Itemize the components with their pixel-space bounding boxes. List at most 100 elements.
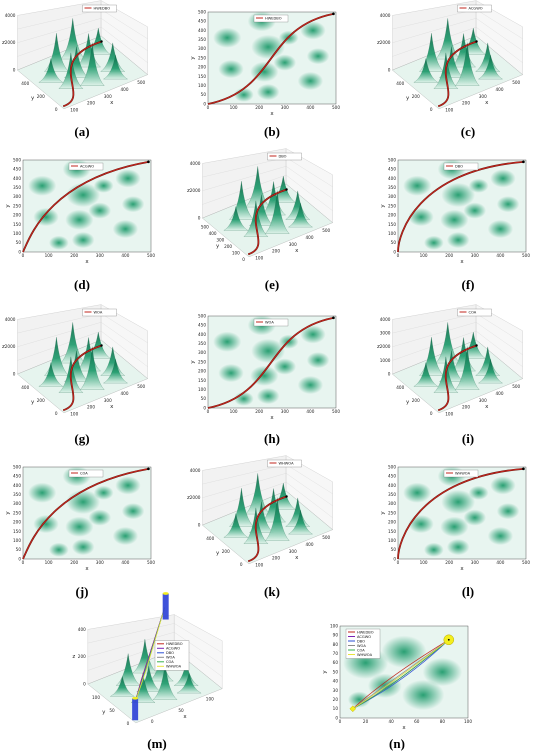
terrain-peak xyxy=(256,387,280,405)
x-axis-label: x xyxy=(402,725,406,731)
grid-line xyxy=(87,632,175,657)
panel-n: 0 20 40 60 80 100 0 10 20 30 40 50 60 70 80 90 100 x y HWED… xyxy=(322,618,472,732)
panel-l: 0 100 200 300 400 500 0 50 100 150 200 250 300 350 400… xyxy=(380,459,535,574)
y-tick-label: 80 xyxy=(333,642,339,647)
terrain-peak xyxy=(440,209,469,230)
grid-line xyxy=(202,473,287,498)
x-tick-label: 500 xyxy=(322,535,330,540)
y-tick-label: 100 xyxy=(232,250,240,255)
y-tick-label: 20 xyxy=(333,697,339,702)
x-tick-label: 300 xyxy=(479,398,487,403)
y-tick-label: 200 xyxy=(13,213,21,218)
terrain-peak xyxy=(468,178,489,193)
x-tick-label: 300 xyxy=(104,94,112,99)
x-tick-label: 100 xyxy=(464,719,472,724)
goal-marker xyxy=(147,467,150,471)
x-tick-label: 500 xyxy=(332,409,340,414)
y-axis-label: y xyxy=(380,511,386,515)
terrain-peak xyxy=(71,231,95,249)
x-tick-label: 0 xyxy=(397,253,400,258)
y-tick-label: 100 xyxy=(198,387,206,392)
terrain-peak xyxy=(451,33,476,68)
grid-line xyxy=(17,330,102,361)
terrain-peak xyxy=(261,181,286,216)
x-tick-label: 400 xyxy=(120,391,128,396)
legend-entry: WHWOA xyxy=(455,471,471,475)
y-tick-label: 300 xyxy=(198,350,206,355)
y-tick-label: 50 xyxy=(201,92,207,97)
chart-i: 100200300400500020040001000200030004000x… xyxy=(377,304,523,416)
terrain-peak xyxy=(413,362,439,387)
legend: DBO xyxy=(267,152,302,161)
x-tick-label: 500 xyxy=(322,228,330,233)
goal-marker xyxy=(100,40,103,43)
terrain-peak xyxy=(403,482,432,503)
grid-line xyxy=(101,9,148,39)
y-tick-label: 250 xyxy=(198,55,206,60)
path-acgwo xyxy=(438,40,477,107)
legend: COA xyxy=(68,469,104,478)
y-tick-label: 350 xyxy=(198,37,206,42)
chart-e: 1002003004005000100200300400500020004000… xyxy=(187,148,333,262)
x-tick-label: 100 xyxy=(420,253,428,258)
y-tick-label: 250 xyxy=(13,203,21,208)
terrain-peak xyxy=(60,322,85,364)
y-tick-label: 200 xyxy=(224,244,232,249)
path-dbo xyxy=(397,161,524,253)
y-tick-label: 0 xyxy=(242,257,245,262)
terrain-peak xyxy=(115,476,141,495)
z-axis-label: z xyxy=(2,344,5,350)
x-tick-label: 200 xyxy=(255,409,263,414)
x-tick-label: 300 xyxy=(104,398,112,403)
x-tick-label: 400 xyxy=(496,253,504,258)
path-coa xyxy=(438,344,477,411)
x-tick-label: 200 xyxy=(255,105,263,110)
x-axis-label: x xyxy=(295,555,299,561)
terrain-peak xyxy=(245,473,270,515)
terrain-peak xyxy=(256,83,280,101)
terrain-peak xyxy=(475,346,501,376)
terrain-peak xyxy=(233,391,254,406)
x-tick-label: 200 xyxy=(272,556,280,561)
x-tick-label: 100 xyxy=(445,107,453,112)
x-tick-label: 0 xyxy=(22,560,25,565)
terrain-peak xyxy=(273,358,297,375)
x-tick-label: 0 xyxy=(207,105,210,110)
y-tick-label: 500 xyxy=(388,157,396,162)
y-tick-label: 0 xyxy=(240,562,243,567)
grid-line xyxy=(476,18,523,51)
terrain-peak xyxy=(300,21,326,40)
path-whwoa xyxy=(134,607,166,703)
z-tick-label: 4000 xyxy=(5,13,16,18)
terrain-peak xyxy=(60,18,85,60)
terrain-peak xyxy=(65,516,94,537)
caption-n: (n) xyxy=(389,736,405,751)
path-dbo xyxy=(248,188,287,255)
terrain-peak xyxy=(297,375,324,395)
x-tick-label: 500 xyxy=(522,560,530,565)
terrain-peak xyxy=(288,203,313,228)
terrain-peak xyxy=(213,27,242,48)
y-tick-label: 0 xyxy=(335,715,338,720)
x-tick-label: 200 xyxy=(87,101,95,106)
terrain-peak xyxy=(496,503,520,520)
y-tick-label: 400 xyxy=(396,385,404,390)
grid-line xyxy=(392,322,477,347)
terrain-peak xyxy=(112,219,139,239)
y-axis-label: y xyxy=(31,400,35,406)
y-tick-label: 200 xyxy=(37,398,45,403)
terrain-peak xyxy=(265,497,290,541)
terrain-peak xyxy=(478,55,503,80)
grid-line xyxy=(392,9,477,30)
y-tick-label: 450 xyxy=(198,323,206,328)
goal-cap xyxy=(162,592,169,595)
x-tick-label: 500 xyxy=(137,384,145,389)
z-tick-label: 4000 xyxy=(5,317,16,322)
terrain-peak xyxy=(478,359,503,384)
x-tick-label: 200 xyxy=(272,249,280,254)
x-tick-label: 400 xyxy=(305,542,313,547)
plot-frame xyxy=(397,159,527,253)
grid-line xyxy=(476,26,523,63)
x-tick-label: 400 xyxy=(495,391,503,396)
x-tick-label: 200 xyxy=(70,253,78,258)
